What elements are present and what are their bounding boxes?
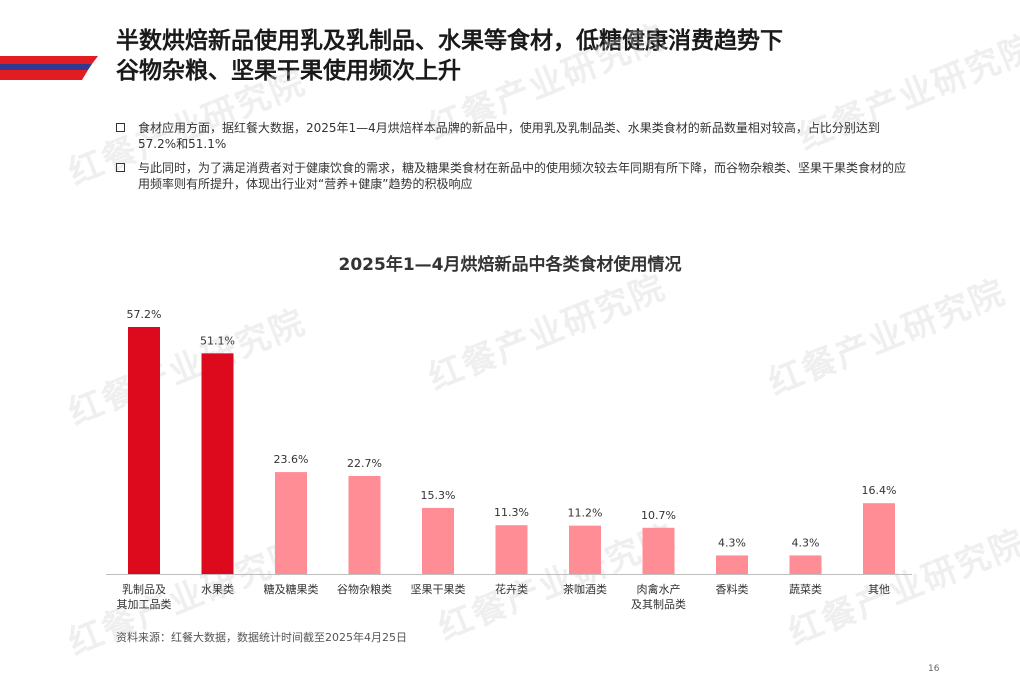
bar-value-label: 4.3% [792, 536, 820, 549]
bullet-text: 与此同时，为了满足消费者对于健康饮食的需求，糖及糖果类食材在新品中的使用频次较去… [138, 161, 907, 191]
x-tick-label: 糖及糖果类 [264, 582, 319, 596]
bar-value-label: 10.7% [641, 509, 676, 522]
page-title-line-1: 半数烘焙新品使用乳及乳制品、水果等食材，低糖健康消费趋势下 [116, 28, 783, 54]
bar [348, 475, 381, 574]
bar [863, 503, 895, 574]
x-tick-label: 蔬菜类 [789, 582, 822, 596]
page-title: 半数烘焙新品使用乳及乳制品、水果等食材，低糖健康消费趋势下 谷物杂粮、坚果干果使… [116, 26, 936, 86]
bar-value-label: 11.3% [494, 506, 529, 519]
x-tick-label: 乳制品及 [122, 583, 166, 596]
bar-value-label: 57.2% [127, 308, 162, 321]
accent-stripe-red-bottom [0, 70, 88, 80]
bar [789, 555, 822, 574]
accent-stripe [0, 56, 98, 80]
page-number: 16 [928, 664, 940, 674]
bar-value-label: 51.1% [200, 334, 235, 347]
bar-value-label: 4.3% [718, 536, 746, 549]
bar [201, 353, 234, 574]
x-tick-label: 肉禽水产 [637, 582, 681, 596]
bar [422, 507, 454, 574]
bar [275, 472, 307, 574]
x-tick-label: 香料类 [716, 582, 749, 596]
x-tick-label: 茶咖酒类 [563, 582, 607, 596]
bar [569, 525, 601, 574]
accent-stripe-red-top [0, 56, 98, 64]
x-tick-label: 水果类 [201, 582, 234, 596]
bar-value-label: 22.7% [347, 457, 382, 470]
bar-value-label: 23.6% [274, 453, 309, 466]
bar-value-label: 15.3% [421, 489, 456, 502]
page-title-line-2: 谷物杂粮、坚果干果使用频次上升 [116, 58, 461, 84]
bar [642, 527, 675, 574]
x-tick-label: 谷物杂粮类 [337, 582, 392, 596]
bar-value-label: 11.2% [568, 507, 603, 520]
bullet-item: 食材应用方面，据红餐大数据，2025年1—4月烘焙样本品牌的新品中，使用乳及乳制… [116, 120, 916, 152]
x-tick-label: 其他 [868, 583, 890, 596]
bar [716, 555, 748, 574]
bullet-item: 与此同时，为了满足消费者对于健康饮食的需求，糖及糖果类食材在新品中的使用频次较去… [116, 160, 916, 192]
x-tick-label: 坚果干果类 [411, 582, 466, 596]
square-bullet-icon [116, 123, 125, 132]
source-note: 资料来源：红餐大数据，数据统计时间截至2025年4月25日 [116, 631, 407, 644]
x-tick-label: 其加工品类 [117, 597, 172, 611]
accent-stripe-blue [0, 64, 92, 70]
bar-value-label: 16.4% [862, 484, 897, 497]
x-tick-label: 及其制品类 [631, 597, 686, 611]
bullet-text: 食材应用方面，据红餐大数据，2025年1—4月烘焙样本品牌的新品中，使用乳及乳制… [138, 121, 880, 151]
x-tick-label: 花卉类 [495, 582, 528, 596]
bullet-list: 食材应用方面，据红餐大数据，2025年1—4月烘焙样本品牌的新品中，使用乳及乳制… [116, 120, 916, 200]
bar [128, 327, 160, 574]
chart-title: 2025年1—4月烘焙新品中各类食材使用情况 [338, 255, 682, 275]
square-bullet-icon [116, 163, 125, 172]
bar [495, 525, 528, 574]
